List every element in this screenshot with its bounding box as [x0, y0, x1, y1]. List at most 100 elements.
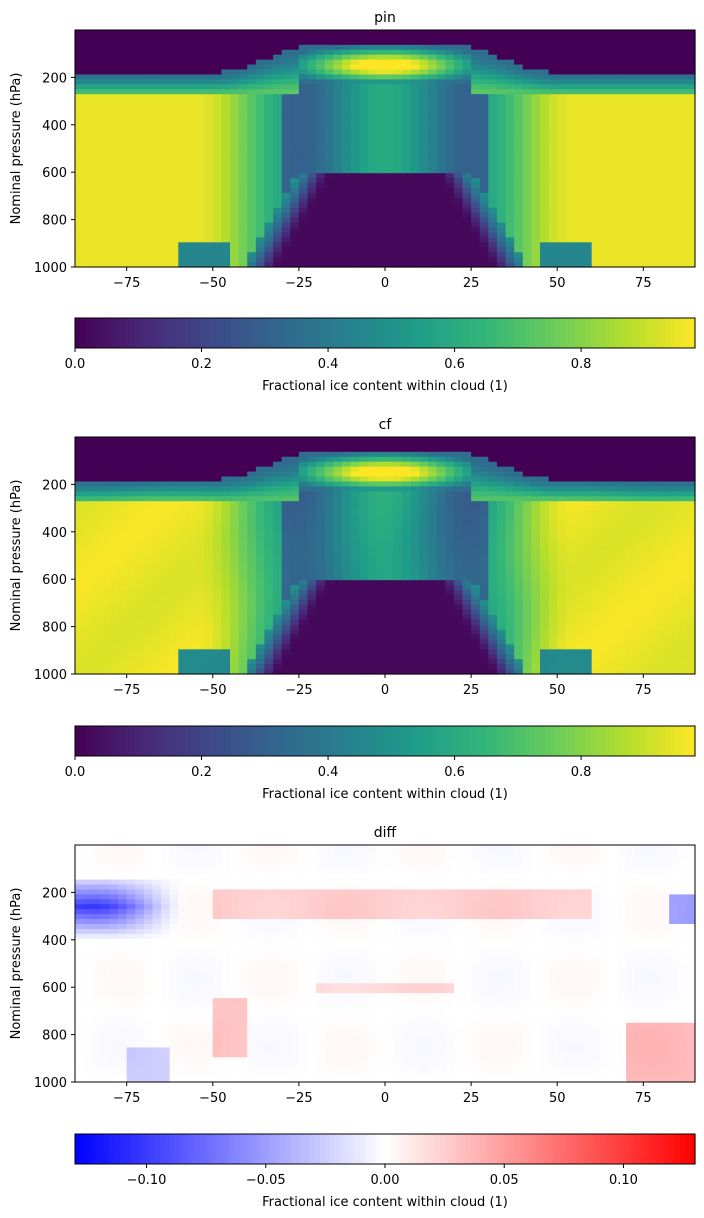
heatmap-cell	[376, 173, 386, 179]
heatmap-cell	[341, 44, 352, 51]
heatmap-cell	[100, 595, 111, 601]
heatmap-cell	[169, 69, 179, 76]
heatmap-cell	[385, 252, 395, 258]
heatmap-cell	[135, 471, 145, 478]
heatmap-cell	[488, 30, 498, 36]
heatmap-cell	[100, 516, 111, 522]
heatmap-cell	[264, 79, 274, 85]
heatmap-cell	[471, 183, 481, 189]
heatmap-cell	[204, 506, 214, 512]
heatmap-cell	[281, 511, 291, 517]
heatmap-cell	[574, 237, 584, 243]
heatmap-cell	[522, 123, 532, 130]
heatmap-cell	[359, 49, 369, 56]
heatmap-cell	[462, 207, 472, 214]
heatmap-cell	[92, 496, 102, 502]
heatmap-cell	[273, 530, 283, 537]
heatmap-cell	[531, 227, 541, 234]
heatmap-cell	[195, 585, 205, 591]
heatmap-cell	[540, 202, 550, 209]
heatmap-cell	[281, 158, 291, 164]
heatmap-cell	[273, 654, 283, 660]
colorbar-swatch	[595, 318, 601, 348]
heatmap-cell	[238, 39, 248, 46]
heatmap-cell	[92, 212, 102, 219]
heatmap-cell	[307, 252, 317, 258]
heatmap-cell	[255, 99, 266, 105]
heatmap-cell	[83, 99, 93, 105]
heatmap-cell	[643, 158, 653, 164]
heatmap-cell	[230, 197, 240, 204]
heatmap-cell	[505, 99, 515, 105]
heatmap-cell	[669, 192, 679, 199]
heatmap-cell	[109, 629, 119, 636]
heatmap-cell	[75, 530, 85, 537]
heatmap-cell	[195, 437, 205, 443]
heatmap-cell	[238, 44, 248, 51]
heatmap-cell	[316, 501, 326, 507]
heatmap-cell	[643, 202, 653, 209]
heatmap-cell	[273, 148, 283, 155]
heatmap-cell	[393, 69, 403, 76]
heatmap-cell	[350, 64, 360, 71]
heatmap-cell	[651, 163, 662, 169]
heatmap-cell	[660, 192, 670, 199]
heatmap-cell	[522, 99, 532, 105]
heatmap-cell	[531, 143, 541, 150]
heatmap-cell	[152, 654, 162, 660]
heatmap-cell	[471, 257, 481, 263]
heatmap-cell	[583, 94, 593, 100]
heatmap-cell	[453, 247, 464, 253]
heatmap-cell	[608, 143, 619, 150]
heatmap-cell	[316, 54, 326, 61]
heatmap-cell	[453, 104, 464, 110]
colorbar-tick-label: 0.8	[571, 357, 592, 372]
heatmap-cell	[152, 486, 162, 492]
heatmap-cell	[195, 44, 205, 51]
heatmap-cell	[143, 654, 154, 660]
heatmap-cell	[247, 516, 257, 522]
heatmap-cell	[255, 94, 266, 100]
heatmap-cell	[195, 639, 205, 645]
heatmap-cell	[118, 486, 128, 492]
heatmap-cell	[350, 79, 360, 85]
heatmap-cell	[419, 94, 429, 100]
heatmap-cell	[169, 634, 179, 641]
heatmap-cell	[385, 202, 395, 209]
heatmap-cell	[651, 44, 662, 51]
heatmap-cell	[273, 441, 283, 448]
heatmap-cell	[230, 580, 240, 586]
heatmap-cell	[428, 242, 438, 248]
heatmap-cell	[230, 530, 240, 537]
heatmap-cell	[186, 202, 197, 209]
heatmap-cell	[651, 262, 662, 268]
heatmap-cell	[264, 614, 274, 621]
heatmap-cell	[204, 525, 214, 532]
heatmap-cell	[307, 644, 317, 650]
heatmap-cell	[152, 69, 162, 76]
heatmap-cell	[221, 94, 231, 100]
heatmap-cell	[522, 74, 532, 80]
heatmap-cell	[514, 128, 524, 135]
heatmap-cell	[238, 437, 248, 443]
heatmap-cell	[479, 178, 489, 184]
heatmap-cell	[273, 158, 283, 164]
heatmap-cell	[238, 654, 248, 660]
heatmap-cell	[608, 217, 619, 224]
heatmap-cell	[557, 212, 567, 219]
heatmap-cell	[92, 481, 102, 487]
heatmap-cell	[307, 64, 317, 71]
heatmap-cell	[307, 580, 317, 586]
heatmap-cell	[324, 104, 334, 110]
heatmap-cell	[204, 501, 214, 507]
heatmap-cell	[496, 113, 507, 120]
heatmap-cell	[634, 64, 644, 71]
heatmap-cell	[376, 192, 386, 199]
heatmap-cell	[186, 262, 197, 268]
heatmap-cell	[230, 252, 240, 258]
heatmap-cell	[591, 212, 601, 219]
heatmap-cell	[290, 580, 300, 586]
colorbar-swatch	[515, 318, 521, 348]
heatmap-cell	[126, 84, 136, 90]
heatmap-cell	[143, 49, 154, 56]
